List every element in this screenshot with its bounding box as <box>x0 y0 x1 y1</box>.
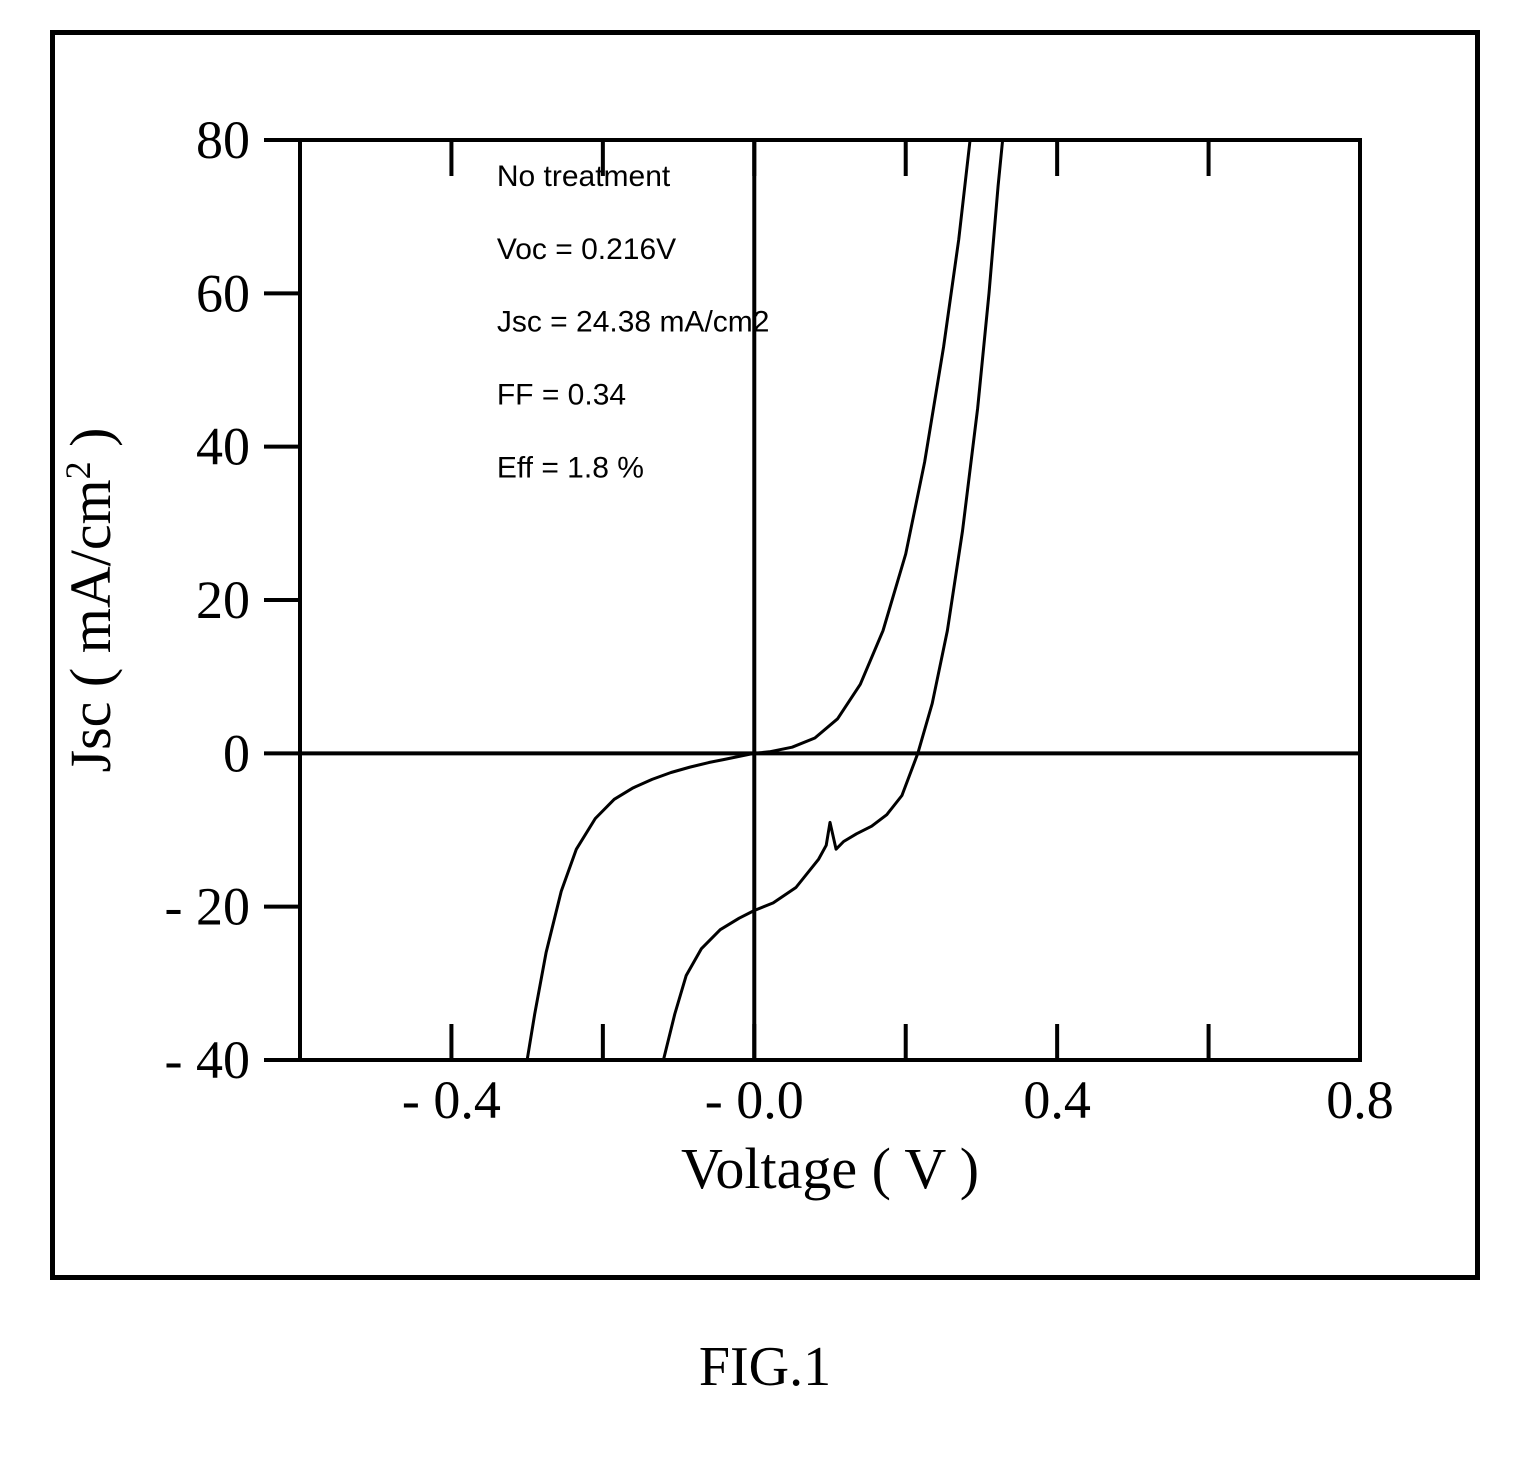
y-tick-label: 40 <box>196 417 250 477</box>
y-tick-label: 20 <box>196 570 250 630</box>
chart-annotation: Jsc = 24.38 mA/cm2 <box>497 306 770 339</box>
y-tick-label: 0 <box>223 723 250 783</box>
y-tick-label: - 40 <box>165 1030 250 1090</box>
y-axis-label: Jsc ( mA/cm2 ) <box>58 428 123 773</box>
x-tick-label: - 0.0 <box>705 1070 804 1130</box>
chart-annotation: FF = 0.34 <box>497 379 626 412</box>
x-tick-label: 0.8 <box>1326 1070 1394 1130</box>
figure-caption: FIG.1 <box>50 1335 1480 1399</box>
x-tick-label: - 0.4 <box>402 1070 501 1130</box>
x-tick-label: 0.4 <box>1023 1070 1091 1130</box>
page-root: - 0.4 - 0.0 0.4 0.8 - 40 - 20 0 20 40 60 80 Voltage… <box>0 0 1533 1457</box>
chart-annotation: No treatment <box>497 160 671 193</box>
chart-annotation: Eff = 1.8 % <box>497 451 644 484</box>
x-axis-label: Voltage ( V ) <box>681 1136 979 1201</box>
y-tick-label: - 20 <box>165 877 250 937</box>
chart-annotation: Voc = 0.216V <box>497 233 676 266</box>
y-tick-label: 60 <box>196 263 250 323</box>
svg-text:Jsc ( mA/cm2 ): Jsc ( mA/cm2 ) <box>58 428 123 773</box>
chart-canvas: - 0.4 - 0.0 0.4 0.8 - 40 - 20 0 20 40 60 80 Voltage… <box>0 0 1533 1457</box>
y-tick-label: 80 <box>196 110 250 170</box>
